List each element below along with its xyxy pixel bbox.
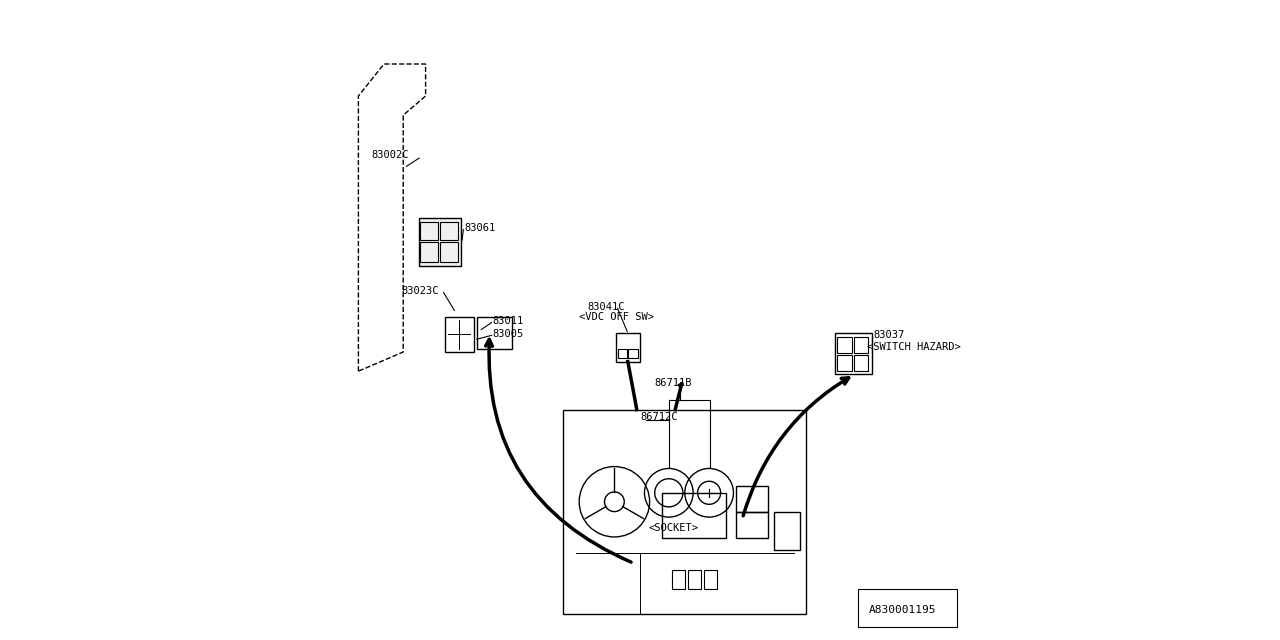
Text: 83023C: 83023C bbox=[402, 286, 439, 296]
Text: <VDC OFF SW>: <VDC OFF SW> bbox=[580, 312, 654, 322]
Bar bbox=[477, 317, 512, 349]
Bar bbox=[837, 337, 852, 353]
Bar bbox=[440, 242, 458, 262]
Bar bbox=[445, 317, 474, 352]
Bar bbox=[420, 218, 461, 266]
Text: 83005: 83005 bbox=[493, 329, 524, 339]
Bar bbox=[858, 589, 957, 627]
Bar bbox=[440, 222, 458, 240]
Bar bbox=[774, 512, 800, 550]
Text: 83002C: 83002C bbox=[371, 150, 408, 160]
Bar bbox=[628, 349, 639, 358]
Text: 86711B: 86711B bbox=[654, 378, 691, 388]
Bar bbox=[854, 355, 869, 371]
Bar bbox=[704, 570, 717, 589]
Bar bbox=[420, 242, 438, 262]
Bar bbox=[837, 355, 852, 371]
Bar bbox=[672, 570, 685, 589]
Bar bbox=[616, 333, 640, 362]
Text: A830001195: A830001195 bbox=[869, 605, 936, 615]
Bar bbox=[836, 333, 873, 374]
FancyArrowPatch shape bbox=[744, 378, 849, 516]
Bar bbox=[736, 486, 768, 512]
Text: 83061: 83061 bbox=[465, 223, 495, 234]
Bar bbox=[563, 410, 806, 614]
Text: 83011: 83011 bbox=[493, 316, 524, 326]
Text: 86712C: 86712C bbox=[640, 412, 677, 422]
Text: <SWITCH HAZARD>: <SWITCH HAZARD> bbox=[868, 342, 961, 352]
Bar bbox=[618, 349, 627, 358]
Bar bbox=[663, 493, 727, 538]
FancyArrowPatch shape bbox=[485, 339, 631, 562]
Text: <SOCKET>: <SOCKET> bbox=[649, 523, 699, 533]
Bar bbox=[420, 222, 438, 240]
Text: 83037: 83037 bbox=[874, 330, 905, 340]
Text: 83041C: 83041C bbox=[588, 302, 625, 312]
Bar bbox=[854, 337, 869, 353]
Bar bbox=[689, 570, 701, 589]
Bar bbox=[736, 512, 768, 538]
